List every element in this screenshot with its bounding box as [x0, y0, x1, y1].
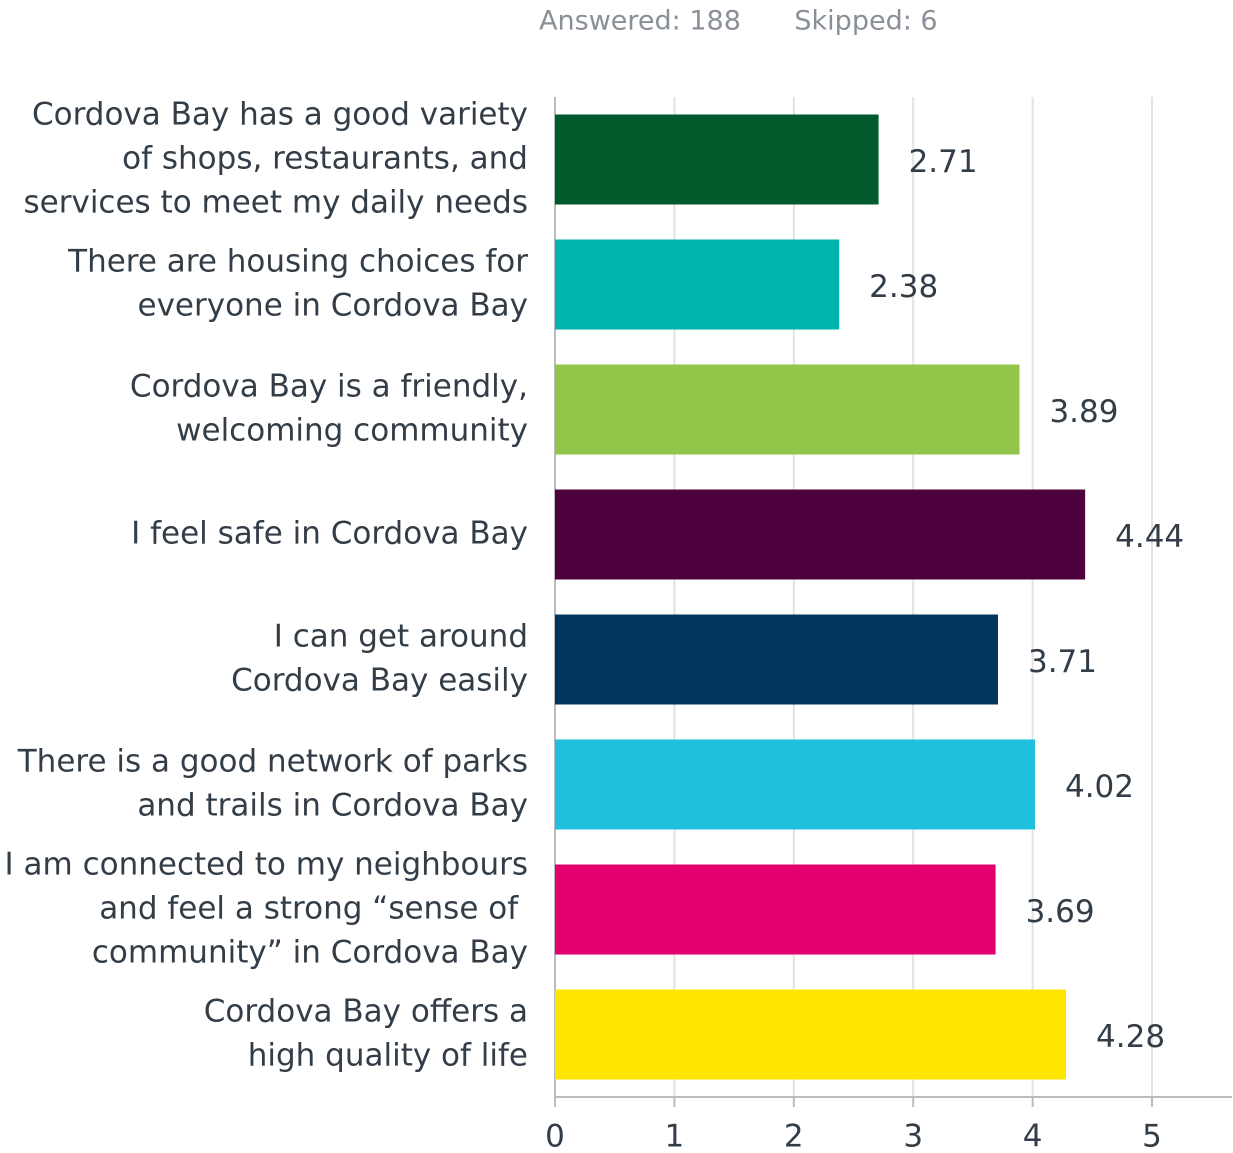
value-label: 3.89	[1049, 394, 1118, 430]
x-tick-label: 4	[1023, 1119, 1043, 1153]
bar	[555, 114, 879, 205]
bar	[555, 364, 1020, 455]
x-tick-label: 0	[545, 1119, 565, 1153]
answered: Answered: 188	[539, 6, 741, 37]
value-label: 4.44	[1115, 519, 1184, 555]
bar	[555, 489, 1086, 580]
value-label: 4.28	[1096, 1019, 1165, 1055]
category-label: There is a good network of parks and trai…	[17, 743, 528, 823]
x-tick-label: 1	[665, 1119, 685, 1153]
value-label: 3.71	[1028, 644, 1097, 680]
bar	[555, 739, 1035, 830]
skipped: Skipped: 6	[794, 6, 937, 37]
value-label: 4.02	[1065, 769, 1134, 805]
category-label: I can get around Cordova Bay easily	[231, 618, 528, 698]
category-label: Cordova Bay offers a high quality of life	[204, 993, 528, 1073]
value-label: 2.38	[869, 269, 938, 305]
category-label: Cordova Bay has a good variety of shops, …	[24, 96, 529, 220]
category-label: There are housing choices for everyone in…	[67, 243, 528, 323]
value-label: 3.69	[1026, 894, 1095, 930]
category-label: Cordova Bay is a friendly, welcoming comm…	[130, 368, 528, 448]
bar	[555, 614, 998, 705]
x-tick-label: 2	[784, 1119, 804, 1153]
value-label: 2.71	[909, 144, 978, 180]
x-tick-label: 3	[903, 1119, 923, 1153]
bar	[555, 989, 1067, 1080]
category-label: I am connected to my neighbours and feel …	[5, 846, 528, 970]
bar	[555, 239, 840, 330]
x-tick-label: 5	[1142, 1119, 1162, 1153]
category-label: I feel safe in Cordova Bay	[131, 515, 528, 551]
bar	[555, 864, 996, 955]
